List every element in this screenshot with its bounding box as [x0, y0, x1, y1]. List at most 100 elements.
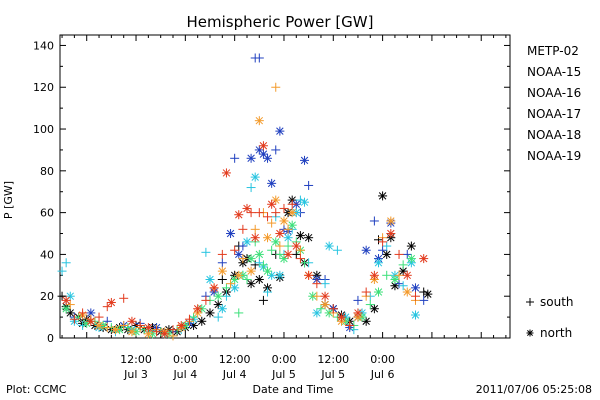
data-point [353, 308, 363, 318]
data-point [160, 329, 170, 339]
series-metp-02 [57, 191, 433, 337]
data-point [406, 254, 416, 264]
data-point [295, 254, 305, 264]
data-point [382, 249, 392, 259]
data-point [226, 229, 236, 239]
data-point [86, 308, 96, 318]
data-point [238, 224, 248, 234]
data-point [361, 287, 371, 297]
data-point [123, 323, 133, 333]
data-point [320, 279, 330, 289]
data-point [271, 237, 281, 247]
series-noaa-18 [65, 82, 420, 341]
data-point [254, 274, 264, 284]
data-point [402, 287, 412, 297]
data-point [246, 279, 256, 289]
data-point [267, 218, 277, 228]
data-point [320, 291, 330, 301]
data-point [254, 249, 264, 259]
data-point [234, 210, 244, 220]
data-point [267, 199, 277, 209]
data-point [324, 241, 334, 251]
legend-star-marker [526, 329, 534, 337]
data-point [410, 291, 420, 301]
data-point [250, 233, 260, 243]
data-point [221, 291, 231, 301]
data-point [410, 310, 420, 320]
data-point [283, 224, 293, 234]
data-point [201, 247, 211, 257]
data-point [267, 245, 277, 255]
data-point [242, 274, 252, 284]
data-point [242, 237, 252, 247]
data-point [275, 241, 285, 251]
y-axis-label: P [GW] [2, 181, 15, 219]
data-point [406, 241, 416, 251]
data-point [127, 316, 137, 326]
data-point [386, 229, 396, 239]
x-tick-time-label: 0:00 [370, 353, 395, 366]
y-tick-label: 20 [40, 290, 54, 303]
x-tick-date-label: Jul 4 [222, 368, 247, 381]
data-point [300, 258, 310, 268]
data-point [258, 295, 268, 305]
x-tick-time-label: 0:00 [173, 353, 198, 366]
data-point [254, 258, 264, 268]
data-point [365, 300, 375, 310]
data-point [106, 297, 116, 307]
data-point [139, 325, 149, 335]
data-point [263, 212, 273, 222]
data-point [234, 308, 244, 318]
data-point [369, 304, 379, 314]
x-tick-date-label: Jul 5 [271, 368, 296, 381]
data-point [295, 231, 305, 241]
data-point [254, 208, 264, 218]
data-point [369, 216, 379, 226]
data-point [230, 283, 240, 293]
data-point [78, 308, 88, 318]
data-point [217, 274, 227, 284]
data-point [345, 320, 355, 330]
data-point [398, 260, 408, 270]
data-point [373, 235, 383, 245]
data-point [205, 308, 215, 318]
data-point [94, 312, 104, 322]
data-point [246, 266, 256, 276]
data-point [291, 249, 301, 259]
data-point [353, 295, 363, 305]
data-point [382, 270, 392, 280]
data-point [217, 249, 227, 259]
data-point [263, 153, 273, 163]
data-point [238, 254, 248, 264]
x-axis-label: Date and Time [253, 383, 334, 396]
data-point [328, 304, 338, 314]
x-tick-time-label: 12:00 [317, 353, 349, 366]
data-point [283, 233, 293, 243]
data-point [283, 241, 293, 251]
data-point [394, 279, 404, 289]
data-point [304, 233, 314, 243]
series-noaa-19 [61, 141, 429, 339]
data-point [300, 155, 310, 165]
data-point [271, 208, 281, 218]
data-point [382, 241, 392, 251]
data-point [287, 220, 297, 230]
x-tick-date-label: Jul 3 [123, 368, 148, 381]
data-point [267, 178, 277, 188]
data-point [213, 312, 223, 322]
chart-title: Hemispheric Power [GW] [187, 13, 374, 31]
data-point [402, 249, 412, 259]
data-point [378, 245, 388, 255]
data-point [250, 260, 260, 270]
data-point [152, 327, 162, 337]
x-tick-time-label: 12:00 [120, 353, 152, 366]
data-point [217, 266, 227, 276]
y-tick-label: 80 [40, 165, 54, 178]
data-point [184, 314, 194, 324]
legend-plus-marker [526, 298, 534, 306]
data-points [57, 53, 433, 341]
data-point [263, 233, 273, 243]
data-point [65, 300, 75, 310]
data-point [168, 325, 178, 335]
data-point [275, 270, 285, 280]
